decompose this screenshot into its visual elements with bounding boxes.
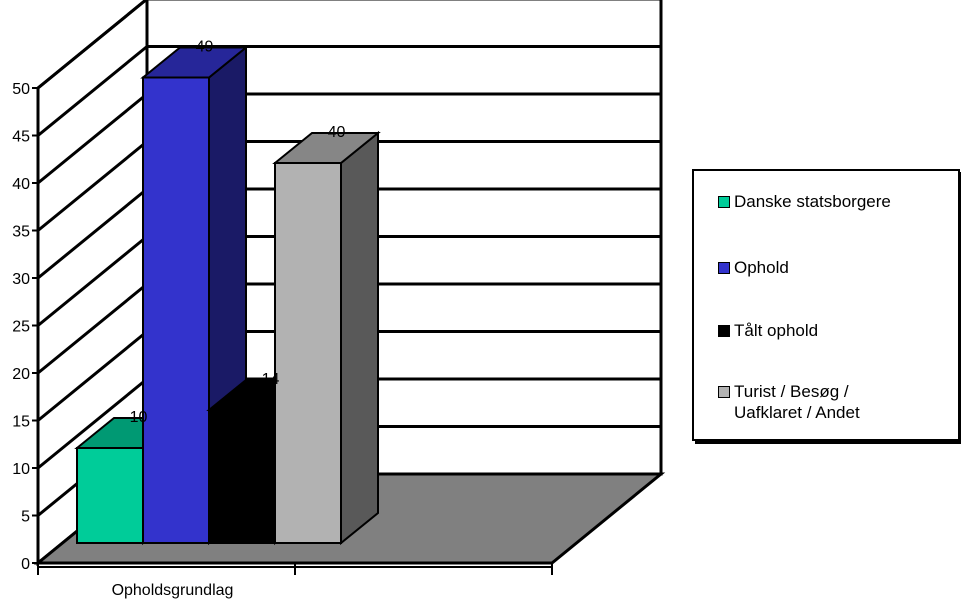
- bar-front: [76, 447, 144, 544]
- bar-side: [340, 130, 379, 546]
- legend-swatch: [718, 196, 730, 208]
- gridline: [37, 377, 148, 470]
- bar-front: [274, 162, 342, 544]
- y-tick-label: 0: [21, 556, 30, 573]
- y-tick-label: 15: [12, 414, 30, 431]
- bars: [74, 45, 381, 546]
- gridline: [37, 0, 148, 90]
- legend-item: Danske statsborgere: [718, 191, 891, 212]
- legend-label: Ophold: [734, 258, 789, 277]
- y-tick-label: 25: [12, 319, 30, 336]
- y-tick-label: 30: [12, 271, 30, 288]
- y-tick-label: 40: [12, 176, 30, 193]
- category-axis: Opholdsgrundlag: [37, 563, 553, 599]
- y-tick-label: 45: [12, 129, 30, 146]
- data-label: 40: [328, 124, 346, 141]
- y-tick-label: 20: [12, 366, 30, 383]
- gridline: [37, 187, 148, 280]
- legend-label: Turist / Besøg / Uafklaret / Andet: [734, 382, 860, 422]
- value-axis: 0 5 10 15 20 25 30 35 40 45 50: [12, 81, 39, 573]
- bar-front: [208, 409, 276, 544]
- legend-label: Danske statsborgere: [734, 192, 891, 211]
- x-tick-label: Opholdsgrundlag: [112, 582, 234, 599]
- gridline: [37, 92, 148, 185]
- bar-front: [142, 76, 210, 544]
- y-tick-label: 10: [12, 461, 30, 478]
- y-tick-label: 5: [21, 509, 30, 526]
- gridline: [37, 140, 148, 232]
- gridline: [37, 45, 148, 137]
- legend-label: Tålt ophold: [734, 321, 819, 340]
- gridline: [37, 235, 148, 327]
- legend-swatch: [718, 386, 730, 398]
- legend-item: Ophold: [718, 257, 789, 278]
- legend-item: Turist / Besøg / Uafklaret / Andet: [718, 381, 860, 423]
- gridline: [37, 282, 148, 375]
- gridline: [37, 330, 148, 422]
- legend: Danske statsborgere Ophold Tålt ophold T…: [692, 169, 960, 441]
- bar: [272, 130, 381, 546]
- data-label: 10: [130, 409, 148, 426]
- legend-item: Tålt ophold: [718, 320, 818, 341]
- data-label: 14: [262, 371, 280, 388]
- y-tick-label: 50: [12, 81, 30, 98]
- data-label: 49: [196, 39, 214, 56]
- data-labels: 10 49 14 40: [130, 39, 346, 427]
- legend-swatch: [718, 262, 730, 274]
- legend-swatch: [718, 325, 730, 337]
- y-tick-label: 35: [12, 224, 30, 241]
